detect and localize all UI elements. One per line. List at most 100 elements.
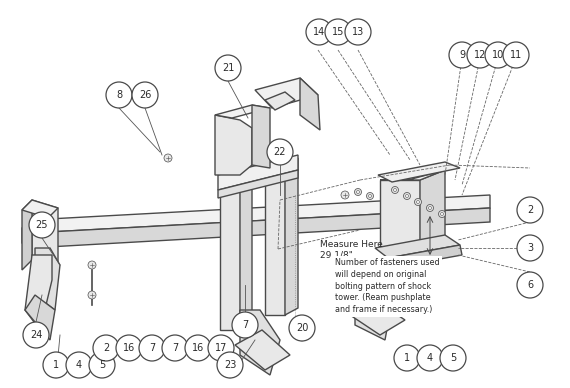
Circle shape (164, 154, 172, 162)
Text: Number of fasteners used
will depend on original
bolting pattern of shock
tower.: Number of fasteners used will depend on … (335, 258, 439, 314)
Circle shape (325, 19, 351, 45)
Circle shape (43, 352, 69, 378)
Circle shape (116, 335, 142, 361)
Text: 9: 9 (459, 50, 465, 60)
Circle shape (355, 189, 361, 196)
Polygon shape (300, 78, 320, 130)
Text: 2: 2 (103, 343, 109, 353)
Polygon shape (255, 78, 318, 108)
Circle shape (404, 192, 410, 199)
Polygon shape (220, 168, 252, 175)
Text: 20: 20 (296, 323, 308, 333)
Text: 4: 4 (427, 353, 433, 363)
Polygon shape (22, 220, 30, 248)
Text: 1: 1 (404, 353, 410, 363)
Text: 16: 16 (123, 343, 135, 353)
Text: 4: 4 (76, 360, 82, 370)
Text: 26: 26 (139, 90, 151, 100)
Polygon shape (220, 175, 240, 330)
Circle shape (429, 206, 431, 210)
Polygon shape (25, 295, 55, 340)
Circle shape (426, 204, 434, 211)
Circle shape (369, 195, 372, 197)
Polygon shape (380, 180, 420, 250)
Text: 12: 12 (474, 50, 486, 60)
Text: 7: 7 (149, 343, 155, 353)
Text: 2: 2 (527, 205, 533, 215)
Polygon shape (265, 165, 285, 315)
Circle shape (417, 345, 443, 371)
Circle shape (93, 335, 119, 361)
Text: 17: 17 (215, 343, 227, 353)
Polygon shape (218, 170, 298, 198)
Circle shape (357, 191, 360, 193)
Polygon shape (240, 310, 280, 375)
Circle shape (345, 19, 371, 45)
Polygon shape (285, 158, 298, 315)
Polygon shape (235, 330, 290, 370)
Circle shape (394, 345, 420, 371)
Circle shape (88, 261, 96, 269)
Circle shape (215, 55, 241, 81)
Circle shape (417, 201, 420, 203)
Polygon shape (375, 235, 460, 258)
Text: 25: 25 (36, 220, 48, 230)
Circle shape (441, 213, 443, 215)
Circle shape (394, 189, 396, 191)
Circle shape (440, 345, 466, 371)
Circle shape (29, 212, 55, 238)
Text: 24: 24 (30, 330, 42, 340)
Polygon shape (350, 300, 405, 335)
Circle shape (485, 42, 511, 68)
Circle shape (438, 211, 446, 218)
Circle shape (289, 315, 315, 341)
Polygon shape (30, 208, 490, 248)
Polygon shape (265, 92, 295, 110)
Polygon shape (32, 200, 58, 268)
Circle shape (106, 82, 132, 108)
Circle shape (306, 19, 332, 45)
Circle shape (162, 335, 188, 361)
Circle shape (467, 42, 493, 68)
Circle shape (449, 42, 475, 68)
Text: 5: 5 (450, 353, 456, 363)
Polygon shape (35, 248, 60, 310)
Polygon shape (240, 168, 252, 330)
Circle shape (517, 197, 543, 223)
Circle shape (132, 82, 158, 108)
Polygon shape (30, 195, 490, 233)
Circle shape (88, 291, 96, 299)
Text: 15: 15 (332, 27, 344, 37)
Text: 10: 10 (492, 50, 504, 60)
Polygon shape (215, 105, 270, 118)
Polygon shape (218, 155, 298, 190)
Circle shape (139, 335, 165, 361)
Circle shape (517, 235, 543, 261)
Circle shape (208, 335, 234, 361)
Text: 14: 14 (313, 27, 325, 37)
Circle shape (367, 192, 373, 199)
Text: 23: 23 (224, 360, 236, 370)
Circle shape (89, 352, 115, 378)
Polygon shape (22, 200, 58, 218)
Circle shape (503, 42, 529, 68)
Polygon shape (380, 170, 445, 180)
Circle shape (185, 335, 211, 361)
Polygon shape (22, 200, 32, 270)
Circle shape (23, 322, 49, 348)
Polygon shape (378, 162, 460, 182)
Text: 7: 7 (172, 343, 178, 353)
Polygon shape (355, 270, 395, 340)
Circle shape (406, 195, 408, 197)
Text: 5: 5 (99, 360, 105, 370)
Text: Measure Here
29 1/8": Measure Here 29 1/8" (320, 240, 382, 260)
Text: 22: 22 (274, 147, 286, 157)
Text: 16: 16 (192, 343, 204, 353)
Text: 8: 8 (116, 90, 122, 100)
Circle shape (267, 139, 293, 165)
Circle shape (232, 312, 258, 338)
Polygon shape (25, 255, 52, 330)
Polygon shape (388, 245, 462, 268)
Text: 7: 7 (242, 320, 248, 330)
Circle shape (217, 352, 243, 378)
